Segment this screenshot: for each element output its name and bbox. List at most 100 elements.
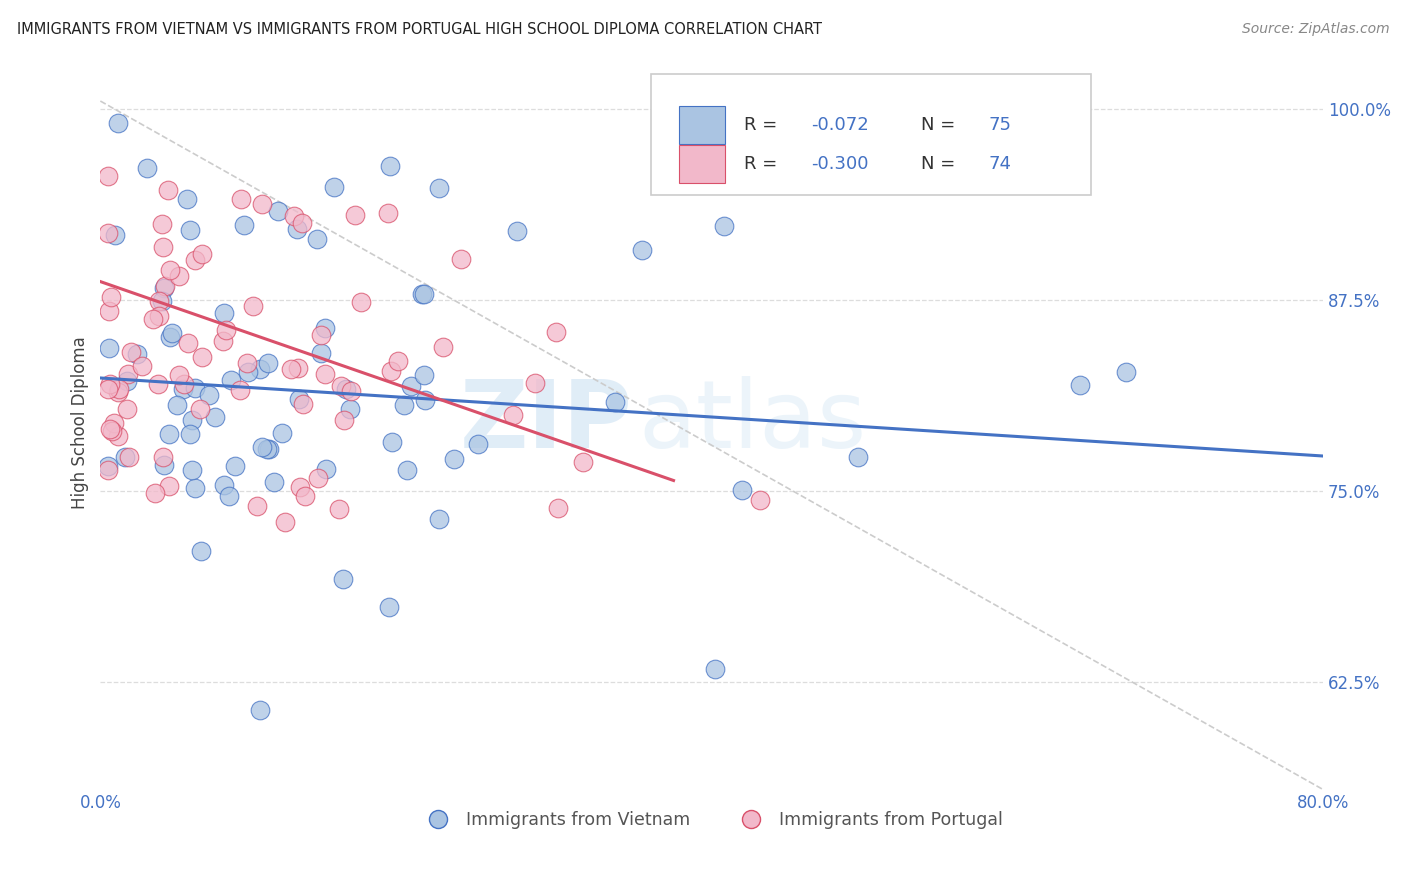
Point [157,426,180,441]
Point [392,398,415,412]
Point [339,402,361,417]
Point [467,437,489,451]
Point [846,450,869,464]
Point [100,290,122,304]
Point [191,246,214,260]
Point [188,401,211,416]
Point [399,379,422,393]
Point [290,480,312,494]
Point [250,197,273,211]
Point [224,458,246,473]
Point [166,399,188,413]
Point [343,208,366,222]
Point [283,209,305,223]
Point [314,368,336,382]
Point [266,204,288,219]
Point [212,334,235,348]
Point [257,356,280,370]
Text: 75: 75 [988,116,1011,134]
Point [131,359,153,373]
Point [307,471,329,485]
Point [127,347,149,361]
Point [231,192,253,206]
Point [274,515,297,529]
Point [219,374,242,388]
Point [97,462,120,476]
Text: -0.072: -0.072 [811,116,869,134]
Point [524,376,547,390]
Point [396,463,419,477]
Point [292,397,315,411]
Point [97,169,120,183]
Point [412,368,434,382]
Point [381,435,404,450]
Y-axis label: High School Diploma: High School Diploma [72,336,89,508]
Text: 74: 74 [988,154,1011,173]
Point [731,483,754,497]
Point [107,429,129,443]
Point [107,116,129,130]
Point [1115,365,1137,379]
Point [280,361,302,376]
Point [177,335,200,350]
Bar [679,145,725,183]
Point [271,426,294,441]
Point [120,345,142,359]
Point [153,279,176,293]
Point [749,493,772,508]
Point [294,489,316,503]
Point [287,361,309,376]
Point [97,227,120,241]
Point [315,462,337,476]
Point [100,377,122,392]
Point [152,217,174,231]
Point [115,401,138,416]
Point [232,219,254,233]
Text: -0.300: -0.300 [811,154,869,173]
Point [246,499,269,513]
Point [100,425,122,439]
Point [159,262,181,277]
Point [117,367,139,381]
Text: IMMIGRANTS FROM VIETNAM VS IMMIGRANTS FROM PORTUGAL HIGH SCHOOL DIPLOMA CORRELAT: IMMIGRANTS FROM VIETNAM VS IMMIGRANTS FR… [17,22,823,37]
Point [572,455,595,469]
Point [114,450,136,464]
Point [97,382,120,396]
Point [103,416,125,430]
Point [157,183,180,197]
Point [314,321,336,335]
Point [387,354,409,368]
Point [329,378,352,392]
Point [305,232,328,246]
Point [97,341,120,355]
Text: N =: N = [921,154,960,173]
Text: R =: R = [744,154,783,173]
Point [249,362,271,376]
Point [181,463,204,477]
Point [198,387,221,401]
Point [215,323,238,337]
Point [332,572,354,586]
Text: ZIP: ZIP [460,376,633,468]
Point [143,485,166,500]
Point [148,309,170,323]
Point [179,427,201,442]
Point [157,479,180,493]
Point [212,477,235,491]
Point [242,299,264,313]
Point [229,384,252,398]
Point [432,340,454,354]
Point [167,368,190,382]
Point [713,219,735,233]
Point [152,280,174,294]
Point [340,384,363,398]
Point [142,311,165,326]
Point [257,442,280,457]
Point [184,381,207,395]
Point [544,326,567,340]
Point [152,240,174,254]
Bar [679,106,725,145]
Text: N =: N = [921,116,960,134]
Point [97,459,120,474]
Point [309,345,332,359]
